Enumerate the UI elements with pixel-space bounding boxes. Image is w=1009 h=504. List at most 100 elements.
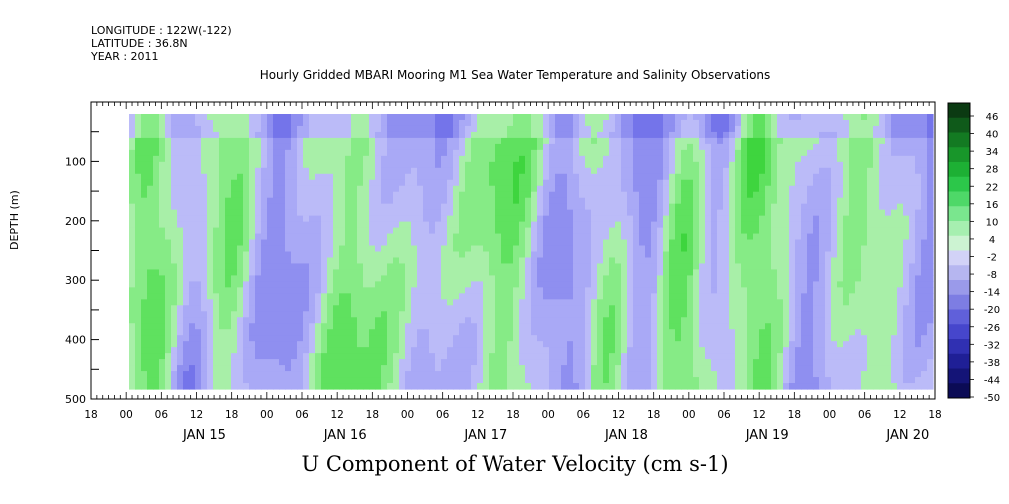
heatmap-cell [171, 281, 178, 288]
heatmap-cell [441, 161, 448, 169]
heatmap-cell [423, 329, 430, 336]
heatmap-cell [609, 197, 616, 205]
heatmap-cell [483, 365, 490, 372]
heatmap-cell [735, 317, 742, 324]
heatmap-cell [177, 215, 184, 223]
heatmap-cell [597, 371, 604, 378]
heatmap-cell [405, 293, 412, 300]
heatmap-cell [465, 137, 472, 145]
heatmap-cell [159, 137, 166, 145]
heatmap-cell [681, 227, 688, 235]
heatmap-cell [141, 299, 148, 306]
heatmap-cell [507, 287, 514, 294]
heatmap-cell [279, 263, 286, 271]
heatmap-cell [669, 275, 676, 282]
heatmap-cell [507, 155, 514, 163]
heatmap-cell [495, 203, 502, 211]
heatmap-cell [651, 215, 658, 223]
heatmap-cell [735, 365, 742, 372]
heatmap-cell [393, 377, 400, 384]
heatmap-cell [657, 233, 664, 241]
heatmap-cell [627, 281, 634, 288]
heatmap-cell [315, 251, 322, 259]
heatmap-cell [147, 305, 154, 312]
heatmap-cell [231, 221, 238, 229]
heatmap-cell [525, 353, 532, 360]
heatmap-cell [621, 185, 628, 193]
heatmap-cell [585, 215, 592, 223]
heatmap-cell [645, 137, 652, 145]
heatmap-cell [333, 287, 340, 294]
heatmap-cell [291, 359, 298, 366]
heatmap-cell [471, 275, 478, 282]
heatmap-cell [525, 245, 532, 253]
heatmap-cell [609, 245, 616, 253]
heatmap-cell [153, 227, 160, 235]
heatmap-cell [669, 341, 676, 348]
heatmap-cell [525, 131, 532, 139]
heatmap-cell [141, 149, 148, 157]
heatmap-cell [681, 305, 688, 312]
heatmap-cell [549, 119, 556, 127]
heatmap-cell [573, 341, 580, 348]
heatmap-cell [309, 329, 316, 336]
heatmap-cell [465, 167, 472, 175]
heatmap-cell [567, 197, 574, 205]
heatmap-cell [747, 227, 754, 235]
heatmap-cell [609, 257, 616, 265]
heatmap-cell [519, 221, 526, 229]
heatmap-cell [405, 371, 412, 378]
heatmap-cell [249, 383, 256, 390]
heatmap-cell [435, 125, 442, 133]
heatmap-cell [129, 263, 136, 271]
heatmap-cell [717, 185, 724, 193]
heatmap-cell [429, 341, 436, 348]
heatmap-cell [357, 335, 364, 342]
heatmap-cell [717, 173, 724, 181]
heatmap-cell [717, 257, 724, 265]
heatmap-cell [645, 125, 652, 133]
heatmap-cell [639, 317, 646, 324]
heatmap-cell [693, 257, 700, 265]
heatmap-cell [297, 251, 304, 259]
heatmap-cell [447, 185, 454, 193]
heatmap-cell [387, 353, 394, 360]
heatmap-cell [165, 257, 172, 265]
heatmap-cell [651, 275, 658, 282]
heatmap-cell [153, 114, 160, 121]
heatmap-cell [501, 323, 508, 330]
heatmap-cell [771, 293, 778, 300]
heatmap-cell [183, 287, 190, 294]
heatmap-cell [543, 155, 550, 163]
heatmap-cell [189, 233, 196, 241]
heatmap-cell [747, 137, 754, 145]
heatmap-cell [711, 317, 718, 324]
heatmap-cell [303, 114, 310, 121]
heatmap-cell [129, 233, 136, 241]
heatmap-cell [399, 269, 406, 277]
heatmap-cell [303, 335, 310, 342]
heatmap-cell [657, 114, 664, 121]
heatmap-cell [471, 281, 478, 288]
heatmap-cell [267, 197, 274, 205]
heatmap-cell [621, 203, 628, 211]
heatmap-cell [405, 269, 412, 277]
heatmap-cell [753, 197, 760, 205]
heatmap-cell [447, 179, 454, 187]
heatmap-cell [195, 221, 202, 229]
heatmap-cell [543, 149, 550, 157]
heatmap-cell [369, 347, 376, 354]
heatmap-cell [447, 245, 454, 253]
heatmap-cell [537, 143, 544, 151]
heatmap-cell [441, 125, 448, 133]
heatmap-cell [495, 353, 502, 360]
heatmap-cell [219, 179, 226, 187]
heatmap-cell [777, 114, 784, 121]
heatmap-cell [231, 383, 238, 390]
heatmap-cell [495, 125, 502, 133]
heatmap-cell [303, 191, 310, 199]
heatmap-cell [327, 197, 334, 205]
heatmap-cell [213, 161, 220, 169]
heatmap-cell [699, 209, 706, 217]
heatmap-cell [165, 209, 172, 217]
